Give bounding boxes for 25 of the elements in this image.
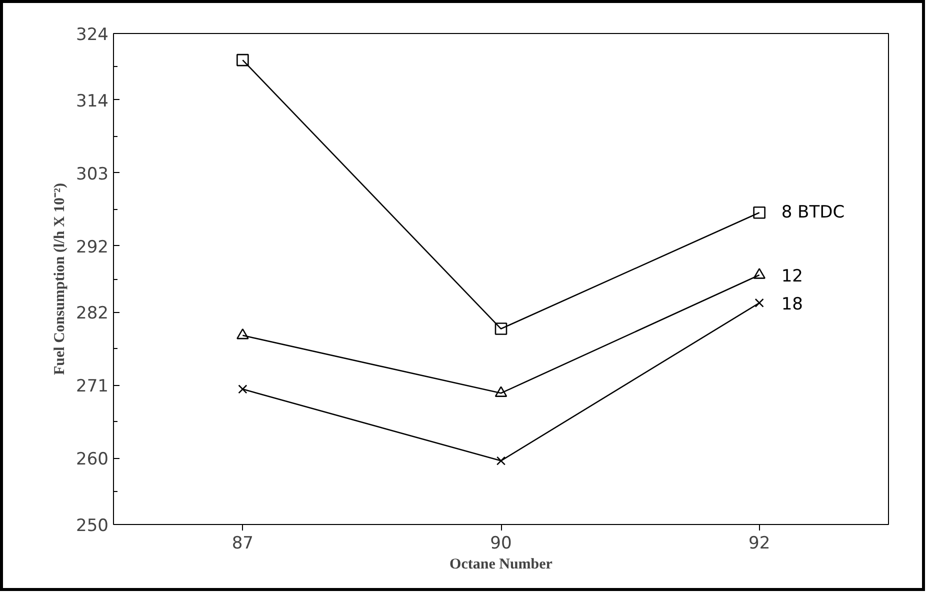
x-tick-label: 87 [232,534,254,554]
y-tick-label: 260 [76,450,109,470]
y-tick-label: 303 [76,164,109,184]
point [494,322,508,335]
y-tick-label: 324 [76,25,109,45]
y-tick-label: 282 [76,304,109,324]
y-tick-label: 271 [76,376,109,397]
series-label: 18 [781,294,803,314]
x-tick-label: 90 [490,534,512,554]
point [754,298,764,308]
point [496,456,506,466]
x-tick-label: 92 [748,534,770,554]
y-tick-label: 292 [76,237,109,258]
point [753,206,766,219]
x-axis-title: Octane Number [450,556,553,572]
point [236,54,249,66]
y-axis-title: Fuel Consumption (l/h X 10⁻²) [52,182,68,376]
y-tick-label: 250 [76,516,109,536]
series-label: 12 [781,266,803,287]
series-label: 8 BTDC [781,202,845,223]
point [753,268,766,279]
point [238,384,248,394]
point [236,328,249,340]
point [494,386,508,397]
y-tick-label: 314 [76,91,109,112]
